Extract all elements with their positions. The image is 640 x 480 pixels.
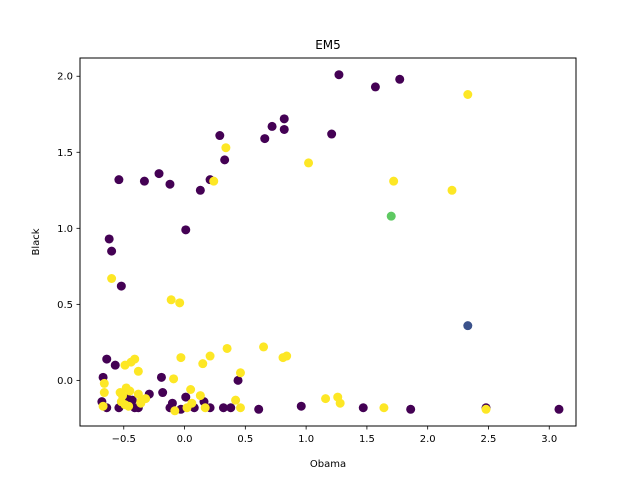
scatter-point — [218, 403, 228, 413]
scatter-point — [205, 351, 215, 361]
scatter-point — [176, 353, 186, 363]
scatter-point — [181, 225, 191, 235]
scatter-point — [165, 179, 175, 189]
chart-title: EM5 — [315, 38, 341, 52]
scatter-point — [120, 360, 130, 370]
scatter-point — [296, 401, 306, 411]
scatter-point — [107, 246, 117, 256]
scatter-point — [166, 295, 176, 305]
scatter-point — [154, 169, 164, 179]
x-tick-label: 1.5 — [359, 434, 375, 445]
scatter-point — [99, 388, 109, 398]
scatter-point — [389, 176, 399, 186]
scatter-point — [447, 185, 457, 195]
scatter-point — [200, 403, 210, 413]
scatter-point — [169, 374, 179, 384]
scatter-point — [104, 234, 114, 244]
scatter-point — [195, 391, 205, 401]
scatter-point — [327, 129, 337, 139]
x-tick-label: 1.0 — [298, 434, 314, 445]
scatter-point — [235, 368, 245, 378]
scatter-point — [133, 366, 143, 376]
scatter-point — [335, 398, 345, 408]
scatter-point — [321, 394, 331, 404]
scatter-point — [334, 70, 344, 80]
scatter-point — [124, 401, 134, 411]
scatter-point — [279, 124, 289, 134]
scatter-point — [235, 403, 245, 413]
scatter-point — [463, 321, 473, 331]
scatter-point — [222, 343, 232, 353]
scatter-point — [158, 388, 168, 398]
scatter-point — [279, 114, 289, 124]
scatter-point — [195, 185, 205, 195]
scatter-point — [554, 404, 564, 414]
x-tick-label: −0.5 — [112, 434, 136, 445]
scatter-point — [379, 403, 389, 413]
scatter-point — [110, 360, 120, 370]
scatter-point — [156, 372, 166, 382]
scatter-point — [220, 155, 230, 165]
scatter-point — [226, 403, 236, 413]
scatter-point — [259, 342, 269, 352]
y-tick-label: 2.0 — [57, 72, 73, 83]
x-tick-label: 3.0 — [541, 434, 557, 445]
scatter-point — [114, 175, 124, 185]
scatter-point — [175, 298, 185, 308]
scatter-point — [267, 121, 277, 131]
scatter-point — [198, 359, 208, 369]
scatter-point — [386, 211, 396, 221]
scatter-point — [463, 90, 473, 99]
scatter-point — [358, 403, 368, 413]
scatter-point — [170, 406, 180, 416]
scatter-point — [167, 398, 177, 408]
scatter-point — [395, 74, 405, 84]
scatter-point — [481, 404, 491, 414]
y-tick-label: 0.5 — [57, 300, 73, 311]
scatter-point — [102, 354, 112, 364]
scatter-point — [181, 392, 191, 402]
scatter-point — [209, 176, 219, 186]
scatter-point — [278, 353, 288, 363]
points-layer — [97, 70, 564, 416]
x-tick-label: 2.0 — [420, 434, 436, 445]
scatter-point — [182, 403, 192, 413]
scatter-point — [125, 386, 135, 396]
ticks-layer: −0.5 0.0 0.5 1.0 1.5 2.0 2.5 3.0 0.0 0.5 1.0 1.5 2.0 — [57, 72, 557, 445]
scatter-point — [133, 389, 143, 399]
scatter-point — [215, 131, 225, 141]
scatter-point — [116, 281, 126, 291]
x-tick-label: 0.5 — [237, 434, 253, 445]
x-axis-label: Obama — [310, 459, 346, 470]
scatter-point — [231, 395, 241, 405]
x-tick-label: 0.0 — [177, 434, 193, 445]
scatter-point — [186, 385, 196, 394]
scatter-point — [98, 401, 108, 411]
scatter-point — [139, 176, 149, 186]
scatter-point — [221, 143, 231, 153]
scatter-point — [260, 134, 270, 144]
scatter-point — [406, 404, 416, 414]
x-tick-label: 2.5 — [481, 434, 497, 445]
scatter-point — [370, 82, 380, 92]
scatter-point — [304, 158, 314, 168]
scatter-point — [254, 404, 264, 414]
y-tick-label: 0.0 — [57, 376, 73, 387]
scatter-point — [233, 375, 243, 385]
scatter-point — [99, 378, 109, 388]
y-tick-label: 1.0 — [57, 224, 73, 235]
y-tick-label: 1.5 — [57, 148, 73, 159]
y-axis-label: Black — [31, 228, 42, 255]
plot-frame — [79, 57, 577, 427]
scatter-point — [136, 398, 146, 408]
scatter-point — [107, 274, 117, 283]
